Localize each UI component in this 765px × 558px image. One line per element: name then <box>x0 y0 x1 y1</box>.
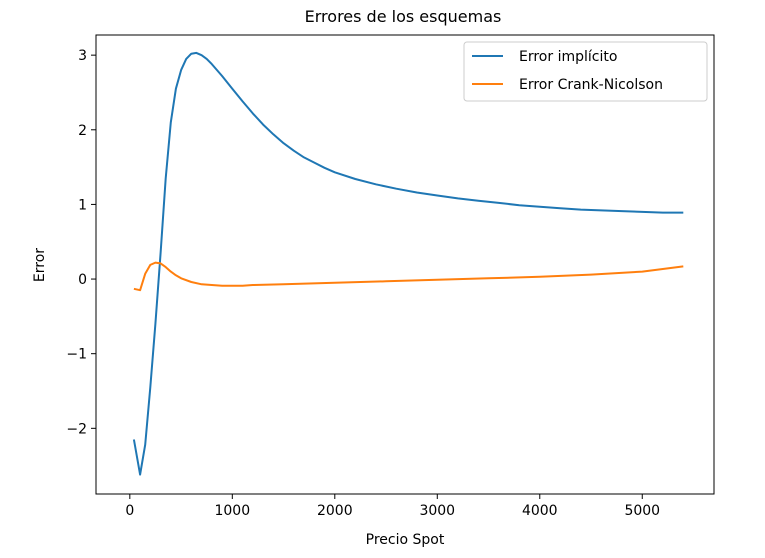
chart-title: Errores de los esquemas <box>305 7 502 26</box>
x-axis: 0 1000 2000 3000 4000 5000 <box>125 494 660 519</box>
legend-box <box>463 41 708 102</box>
series-line-error-implicito <box>132 51 684 476</box>
x-tick-label: 4000 <box>522 503 558 519</box>
y-axis: −2 −1 0 1 2 3 <box>66 48 96 437</box>
y-tick-label: −1 <box>66 347 87 363</box>
y-tick-label: 2 <box>78 123 87 139</box>
x-tick-label: 5000 <box>624 503 660 519</box>
x-tick-label: 0 <box>125 503 134 519</box>
series-line-error-crank-nicolson <box>133 261 684 292</box>
y-axis-label: Error <box>32 248 48 282</box>
y-tick-label: 1 <box>78 197 87 213</box>
y-tick-label: 3 <box>78 48 87 64</box>
y-tick-label: 0 <box>78 272 87 288</box>
plot-frame <box>95 34 715 495</box>
series-layer <box>132 51 684 476</box>
x-tick-label: 2000 <box>317 503 353 519</box>
x-tick-label: 3000 <box>419 503 455 519</box>
plot-area <box>95 34 715 495</box>
x-axis-label: Precio Spot <box>366 532 445 548</box>
legend-label-error-implicito: Error implícito <box>519 49 617 65</box>
x-tick-label: 1000 <box>214 503 250 519</box>
plot-background <box>96 35 714 494</box>
y-tick-label: −2 <box>66 421 87 437</box>
legend: Error implícito Error Crank-Nicolson <box>463 41 708 102</box>
legend-label-error-crank-nicolson: Error Crank-Nicolson <box>519 77 663 93</box>
